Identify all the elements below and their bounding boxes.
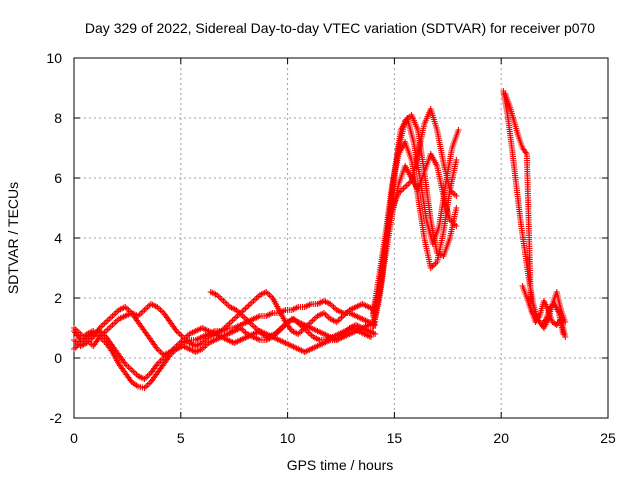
data-point: [372, 331, 379, 337]
y-tick-label: 6: [54, 170, 62, 186]
series-t10: [372, 115, 462, 322]
x-axis-label: GPS time / hours: [287, 457, 394, 473]
x-tick-labels: 0 5 10 15 20 25: [70, 430, 616, 446]
gridlines: [74, 58, 608, 418]
data-point: [453, 223, 460, 229]
data-point: [453, 193, 460, 199]
x-tick-label: 0: [70, 430, 78, 446]
data-point: [367, 334, 374, 340]
series-t5: [207, 289, 374, 343]
data-point: [455, 127, 462, 133]
x-tick-label: 25: [600, 430, 616, 446]
y-tick-label: 0: [54, 350, 62, 366]
data-point: [453, 205, 460, 211]
y-tick-label: 10: [46, 50, 62, 66]
x-tick-label: 5: [177, 430, 185, 446]
data-points: [71, 88, 569, 391]
axis-ticks: [73, 57, 609, 419]
x-tick-label: 15: [387, 430, 403, 446]
data-point: [562, 319, 569, 325]
data-point: [453, 157, 460, 163]
y-tick-label: -2: [50, 410, 63, 426]
y-tick-label: 2: [54, 290, 62, 306]
y-tick-label: 8: [54, 110, 62, 126]
series-t13: [519, 283, 569, 331]
y-tick-label: 4: [54, 230, 62, 246]
y-axis-label: SDTVAR / TECUs: [5, 182, 21, 294]
x-tick-label: 10: [280, 430, 296, 446]
data-point: [562, 334, 569, 340]
x-tick-label: 20: [493, 430, 509, 446]
chart-title: Day 329 of 2022, Sidereal Day-to-day VTE…: [85, 20, 595, 36]
y-tick-labels: -2 0 2 4 6 8 10: [46, 50, 62, 426]
